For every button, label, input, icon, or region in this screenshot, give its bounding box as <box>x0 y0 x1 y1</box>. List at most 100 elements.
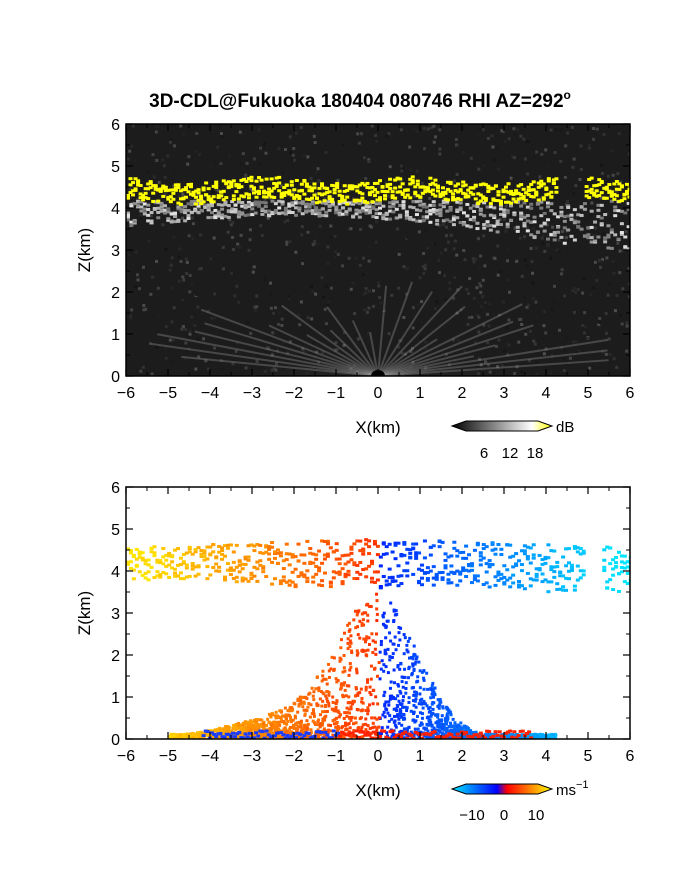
velocity-cell <box>425 704 429 708</box>
haze-cell <box>586 236 591 240</box>
velocity-cell <box>622 580 627 584</box>
noise-cell <box>576 301 580 305</box>
haze-cell <box>546 218 550 222</box>
noise-cell <box>183 168 187 172</box>
haze-cell <box>472 209 477 213</box>
velocity-cell <box>540 580 545 584</box>
velocity-cell <box>402 542 407 546</box>
bright-layer-cell <box>289 180 294 184</box>
haze-cell <box>455 216 460 220</box>
bright-layer-cell <box>176 183 181 187</box>
bright-layer-cell <box>441 186 445 190</box>
bright-layer-cell <box>312 182 317 186</box>
bright-layer-cell <box>554 177 559 181</box>
haze-cell <box>267 209 272 213</box>
haze-cell <box>603 240 608 244</box>
bright-layer-cell <box>496 193 501 197</box>
haze-cell <box>404 216 409 220</box>
velocity-cell <box>605 586 610 590</box>
haze-cell <box>283 212 288 216</box>
bright-layer-cell <box>362 183 367 187</box>
bright-layer-cell <box>504 200 508 204</box>
noise-cell <box>169 138 173 142</box>
velocity-cell <box>281 567 286 571</box>
bright-layer-cell <box>284 190 289 194</box>
noise-cell <box>178 247 182 251</box>
velocity-cell <box>441 706 445 710</box>
haze-cell <box>132 219 137 223</box>
bright-layer-cell <box>236 197 241 201</box>
bright-layer-cell <box>327 197 332 201</box>
velocity-cell <box>430 692 434 696</box>
haze-cell <box>613 233 618 237</box>
velocity-cell <box>410 672 414 676</box>
velocity-cell <box>467 553 472 557</box>
haze-cell <box>488 205 493 209</box>
velocity-cell <box>240 576 245 580</box>
radial-streak <box>377 285 388 376</box>
noise-cell <box>361 256 365 260</box>
haze-cell <box>236 210 241 214</box>
velocity-cell <box>393 543 398 547</box>
velocity-cell <box>439 725 443 729</box>
noise-cell <box>301 262 305 266</box>
velocity-cell <box>361 735 365 739</box>
velocity-cell <box>305 576 310 580</box>
noise-cell <box>422 127 426 131</box>
velocity-cell <box>320 704 324 708</box>
velocity-cell <box>379 639 383 643</box>
noise-cell <box>462 248 466 252</box>
bright-layer-cell <box>189 192 193 196</box>
velocity-cell <box>496 570 501 574</box>
bright-layer-cell <box>461 191 466 195</box>
noise-cell <box>151 153 155 157</box>
velocity-cell <box>365 680 369 684</box>
noise-cell <box>162 164 166 168</box>
bright-layer-cell <box>360 181 365 185</box>
bright-layer-cell <box>597 178 602 182</box>
velocity-cell <box>387 719 391 723</box>
velocity-cell <box>353 716 357 720</box>
velocity-cell <box>387 576 392 580</box>
noise-cell <box>367 259 371 263</box>
haze-cell <box>431 203 436 207</box>
haze-cell <box>613 209 618 213</box>
velocity-cell <box>567 569 571 573</box>
bright-layer-cell <box>367 193 372 197</box>
x-tick-label: 6 <box>626 385 635 402</box>
bright-layer-cell <box>128 177 133 181</box>
bright-layer-cell <box>614 194 619 198</box>
bright-layer-cell <box>458 188 463 192</box>
velocity-cell <box>364 728 368 732</box>
velocity-cell <box>461 569 466 573</box>
velocity-cell <box>625 565 630 569</box>
velocity-cell <box>522 587 527 591</box>
bright-layer-cell <box>546 192 551 196</box>
haze-cell <box>502 210 507 214</box>
velocity-cell <box>161 562 166 566</box>
haze-cell <box>498 212 503 216</box>
noise-cell <box>396 227 400 231</box>
velocity-cell <box>293 585 298 589</box>
bright-layer-cell <box>592 184 597 188</box>
noise-cell <box>333 256 337 260</box>
velocity-cell <box>280 714 284 718</box>
haze-cell <box>431 208 436 212</box>
velocity-cell <box>434 572 439 576</box>
velocity-cell <box>472 574 477 578</box>
velocity-cell <box>321 710 325 714</box>
velocity-cell <box>581 573 586 577</box>
velocity-cell <box>356 651 360 655</box>
noise-cell <box>454 138 458 142</box>
bright-layer-cell <box>267 187 272 191</box>
velocity-cell <box>228 566 233 570</box>
velocity-cell <box>464 556 469 560</box>
velocity-cell <box>187 550 192 554</box>
bright-layer-cell <box>388 182 393 186</box>
noise-cell <box>476 133 480 137</box>
noise-cell <box>292 147 296 151</box>
velocity-cell <box>140 558 145 562</box>
velocity-cell <box>452 728 456 732</box>
noise-cell <box>408 145 412 149</box>
haze-cell <box>317 208 322 212</box>
